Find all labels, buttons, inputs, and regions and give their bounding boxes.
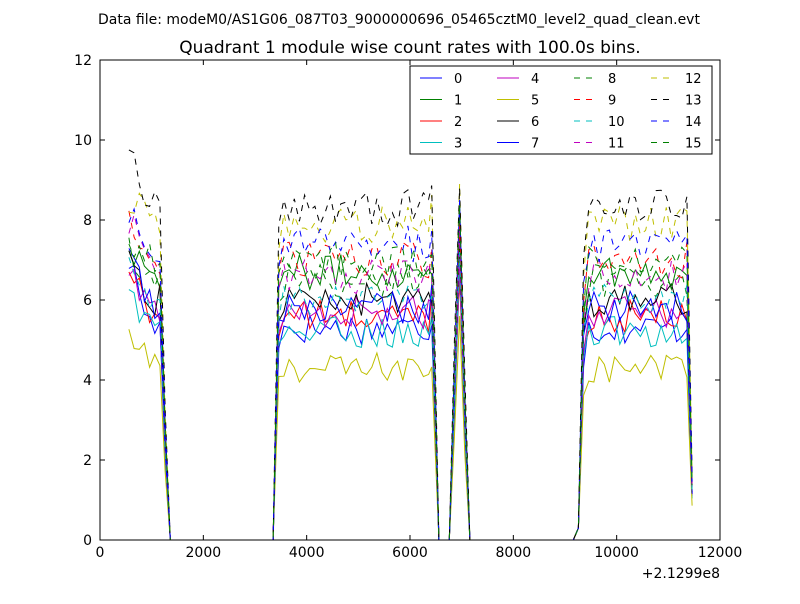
x-offset-label: +2.1299e8 bbox=[642, 566, 720, 582]
y-tick-label: 2 bbox=[83, 453, 92, 469]
series-line-13 bbox=[128, 149, 693, 540]
y-tick-label: 6 bbox=[83, 293, 92, 309]
legend-label-13: 13 bbox=[685, 94, 702, 109]
series-line-5 bbox=[128, 315, 693, 540]
legend-label-6: 6 bbox=[531, 115, 539, 130]
series-line-14 bbox=[128, 199, 693, 540]
y-tick-label: 0 bbox=[83, 533, 92, 549]
series-line-12 bbox=[128, 183, 693, 540]
legend-label-7: 7 bbox=[531, 137, 539, 152]
series-line-8 bbox=[128, 227, 693, 540]
x-tick-label: 10000 bbox=[594, 545, 639, 561]
x-tick-label: 4000 bbox=[289, 545, 325, 561]
legend-label-1: 1 bbox=[454, 94, 462, 109]
chart-title: Quadrant 1 module wise count rates with … bbox=[179, 38, 640, 58]
series-line-9 bbox=[128, 210, 693, 540]
data-file-label: Data file: modeM0/AS1G06_087T03_90000006… bbox=[98, 12, 700, 28]
x-tick-label: 0 bbox=[96, 545, 105, 561]
series-line-7 bbox=[128, 211, 693, 540]
series-line-1 bbox=[128, 239, 693, 540]
legend-label-15: 15 bbox=[685, 137, 702, 152]
y-tick-label: 4 bbox=[83, 373, 92, 389]
series-line-11 bbox=[128, 214, 693, 540]
x-tick-label: 8000 bbox=[496, 545, 532, 561]
series-line-6 bbox=[128, 235, 693, 540]
series-line-3 bbox=[128, 263, 693, 540]
y-tick-label: 8 bbox=[83, 213, 92, 229]
x-tick-label: 2000 bbox=[186, 545, 222, 561]
legend-label-2: 2 bbox=[454, 115, 462, 130]
legend-label-11: 11 bbox=[608, 137, 625, 152]
legend-box bbox=[409, 65, 713, 155]
legend-label-10: 10 bbox=[608, 115, 625, 130]
legend-label-3: 3 bbox=[454, 137, 462, 152]
series-line-10 bbox=[128, 251, 693, 540]
y-tick-label: 10 bbox=[74, 133, 92, 149]
legend-label-0: 0 bbox=[454, 72, 462, 87]
x-tick-label: 12000 bbox=[698, 545, 743, 561]
series-layer bbox=[128, 149, 693, 540]
series-line-4 bbox=[128, 259, 693, 540]
legend-label-5: 5 bbox=[531, 94, 539, 109]
legend-label-12: 12 bbox=[685, 72, 702, 87]
y-tick-label: 12 bbox=[74, 53, 92, 69]
x-tick-label: 6000 bbox=[392, 545, 428, 561]
legend-label-14: 14 bbox=[685, 115, 702, 130]
legend-label-9: 9 bbox=[608, 94, 616, 109]
legend-label-4: 4 bbox=[531, 72, 539, 87]
legend-label-8: 8 bbox=[608, 72, 616, 87]
series-line-15 bbox=[128, 203, 693, 540]
